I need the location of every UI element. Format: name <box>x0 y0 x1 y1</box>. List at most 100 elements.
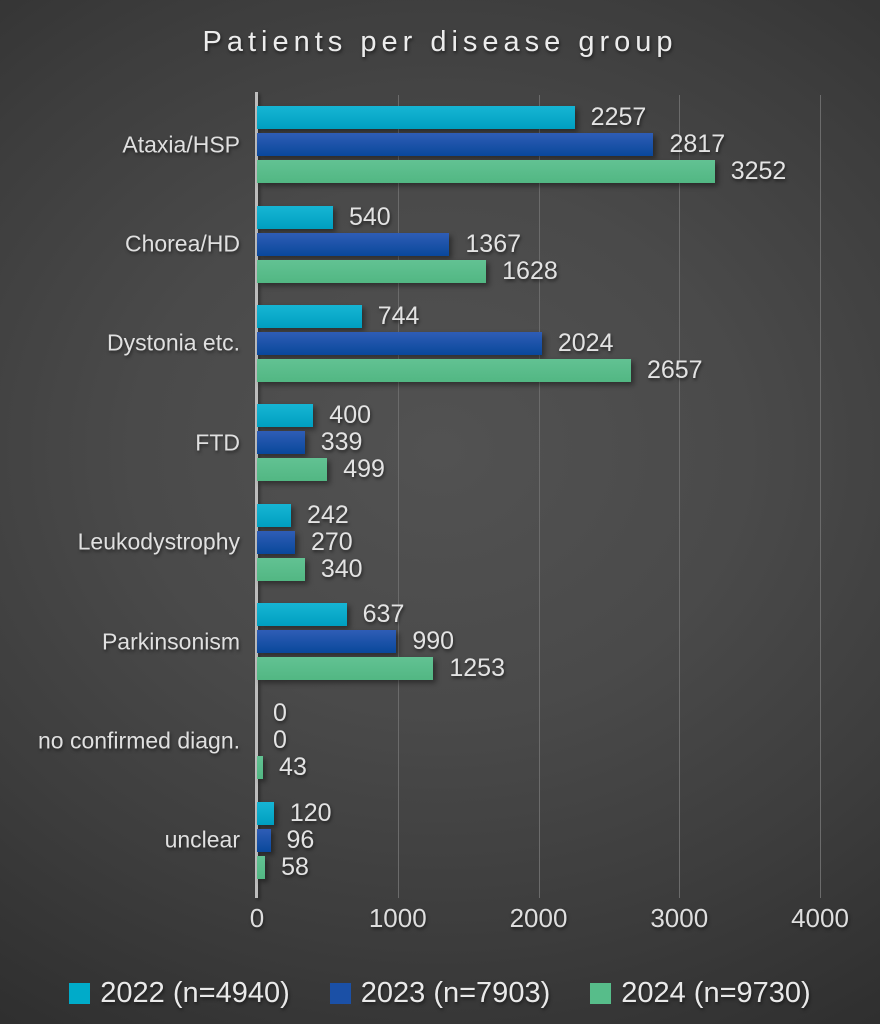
category-label-ataxia-hsp: Ataxia/HSP <box>122 131 240 158</box>
legend-item-2024: 2024 (n=9730) <box>590 977 811 1010</box>
bar-row: 400 <box>257 401 820 430</box>
bar-row: 270 <box>257 527 820 556</box>
value-label: 2817 <box>669 130 726 159</box>
gridline-2000 <box>538 95 540 898</box>
value-label: 2657 <box>646 355 703 384</box>
value-label: 339 <box>320 428 363 457</box>
bar-row: 3252 <box>257 157 820 186</box>
category-label-dystonia-etc: Dystonia etc. <box>107 329 240 356</box>
value-label: 990 <box>412 627 455 656</box>
bar-2024-unclear <box>257 855 266 879</box>
value-label: 120 <box>289 798 332 827</box>
bar-row: 540 <box>257 204 820 229</box>
bar-2023-leukodystrophy <box>257 530 295 554</box>
bar-group-ataxia-hsp: 2257 2817 3252 <box>257 95 820 194</box>
category-label-chorea-hd: Chorea/HD <box>124 230 240 257</box>
value-label: 58 <box>281 852 309 881</box>
x-tick-label-0: 0 <box>249 903 265 933</box>
bar-group-chorea-hd: 540 1367 1628 <box>257 194 820 293</box>
value-label: 1253 <box>449 654 505 683</box>
bar-row: 242 <box>257 500 820 529</box>
bar-row: 1253 <box>257 654 820 683</box>
bar-row: 990 <box>257 627 820 656</box>
bar-row: 339 <box>257 428 820 457</box>
legend-label: 2022 (n=4940) <box>100 977 290 1009</box>
legend: 2022 (n=4940) 2023 (n=7903) 2024 (n=9730) <box>0 977 880 1010</box>
value-label: 1628 <box>502 256 558 285</box>
bar-group-ftd: 400 339 499 <box>257 393 820 492</box>
bar-2023-chorea-hd <box>257 232 450 256</box>
bar-row: 637 <box>257 600 820 629</box>
value-label: 43 <box>279 753 307 782</box>
bar-row: 1367 <box>257 229 820 258</box>
bar-2022-unclear <box>257 801 274 825</box>
category-label-ftd: FTD <box>195 429 240 456</box>
bar-group-unclear: 120 96 58 <box>257 791 820 890</box>
value-label: 0 <box>273 699 287 728</box>
bar-2022-leukodystrophy <box>257 503 292 527</box>
bar-row: 340 <box>257 554 820 583</box>
bar-2024-chorea-hd <box>257 259 487 283</box>
bar-row: 96 <box>257 825 820 854</box>
value-label: 2257 <box>590 103 647 132</box>
bar-2023-ftd <box>257 431 305 455</box>
legend-label: 2024 (n=9730) <box>621 977 811 1009</box>
bar-2024-ataxia-hsp <box>257 160 715 184</box>
y-axis-line <box>255 92 258 898</box>
bar-row: 2257 <box>257 103 820 132</box>
value-label: 340 <box>320 554 363 583</box>
gridline-1000 <box>397 95 399 898</box>
bar-2023-ataxia-hsp <box>257 133 654 157</box>
bar-2023-parkinsonism <box>257 630 397 654</box>
bar-group-parkinsonism: 637 990 1253 <box>257 592 820 691</box>
bar-2024-dystonia-etc <box>257 358 631 382</box>
bar-2024-leukodystrophy <box>257 557 305 581</box>
x-tick-label-2000: 2000 <box>509 903 568 933</box>
legend-swatch-2024 <box>590 983 612 1004</box>
bar-row: 120 <box>257 798 820 827</box>
legend-label: 2023 (n=7903) <box>360 977 551 1009</box>
legend-swatch-2022 <box>69 983 91 1004</box>
bar-2024-no-confirmed-diagn <box>257 756 264 780</box>
value-label: 3252 <box>730 157 787 186</box>
value-label: 744 <box>377 301 420 330</box>
bar-2023-dystonia-etc <box>257 331 542 355</box>
category-label-leukodystrophy: Leukodystrophy <box>77 528 240 555</box>
bar-row: 0 <box>257 699 820 728</box>
category-label-no-confirmed-diagn: no confirmed diagn. <box>37 727 240 754</box>
bar-group-dystonia-etc: 744 2024 2657 <box>257 294 820 393</box>
legend-swatch-2023 <box>329 983 351 1004</box>
bar-row: 1628 <box>257 256 820 285</box>
value-label: 270 <box>311 527 353 556</box>
legend-item-2023: 2023 (n=7903) <box>329 977 551 1010</box>
plot-area: 2257 2817 3252 540 1367 1628 744 2024 2657 400 339… <box>255 92 821 898</box>
value-label: 499 <box>343 455 385 484</box>
bar-row: 43 <box>257 753 820 782</box>
bar-row: 2657 <box>257 355 820 384</box>
x-tick-label-3000: 3000 <box>650 903 709 933</box>
bar-row: 58 <box>257 852 820 881</box>
bar-2022-ftd <box>257 404 314 428</box>
category-label-parkinsonism: Parkinsonism <box>101 628 240 655</box>
bar-2023-unclear <box>257 828 271 852</box>
bar-group-no-confirmed-diagn: 0 0 43 <box>257 691 820 790</box>
bar-2022-chorea-hd <box>257 205 333 229</box>
bar-2022-dystonia-etc <box>257 304 362 328</box>
bar-2022-parkinsonism <box>257 603 347 627</box>
category-label-unclear: unclear <box>164 826 240 853</box>
bar-group-leukodystrophy: 242 270 340 <box>257 493 820 592</box>
legend-item-2022: 2022 (n=4940) <box>69 977 290 1010</box>
x-tick-label-1000: 1000 <box>368 903 427 933</box>
bar-row: 2817 <box>257 130 820 159</box>
value-label: 400 <box>329 401 372 430</box>
bar-row: 499 <box>257 455 820 484</box>
value-label: 242 <box>307 500 349 529</box>
value-label: 637 <box>362 600 405 629</box>
value-label: 1367 <box>465 229 522 258</box>
value-label: 96 <box>286 825 315 854</box>
gridline-3000 <box>679 95 681 898</box>
bar-2024-ftd <box>257 458 328 482</box>
x-tick-label-4000: 4000 <box>791 903 849 933</box>
value-label: 2024 <box>557 328 614 357</box>
